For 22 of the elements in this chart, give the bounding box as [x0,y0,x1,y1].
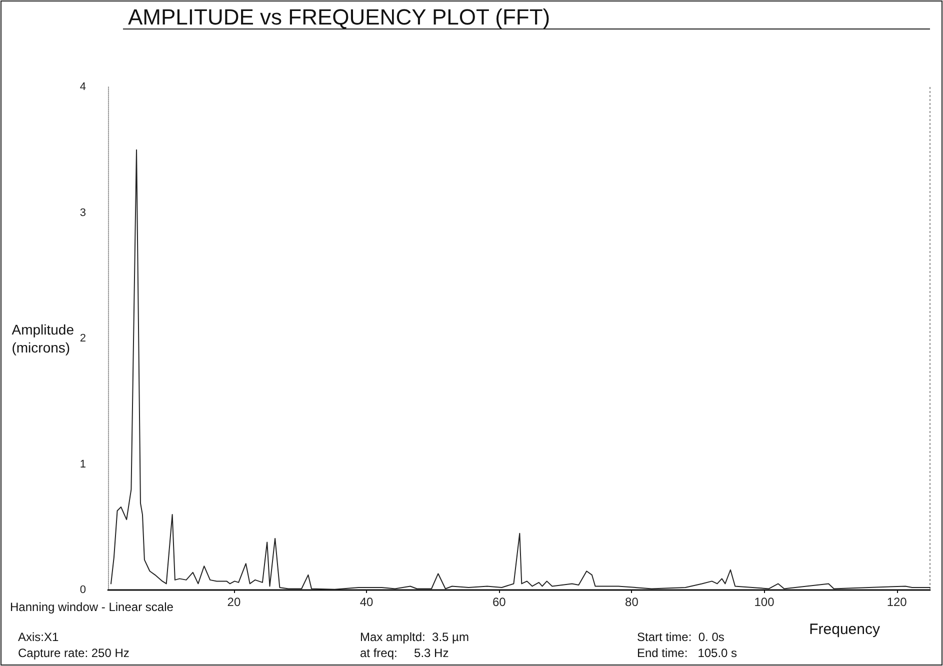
x-tick-label: 20 [227,595,241,609]
y-tick-label: 4 [80,81,86,93]
chart-title: AMPLITUDE vs FREQUENCY PLOT (FFT) [128,4,550,30]
y-tick-label: 0 [80,584,86,596]
line-series [110,149,930,590]
x-axis-title: Frequency [809,621,880,638]
x-tick-label: 40 [360,595,374,609]
text: Start time: 0. 0s [637,630,724,644]
y-tick-label: 1 [80,458,86,470]
y-axis-title: Amplitude (microns) [12,322,74,356]
x-tick-label: 100 [754,595,775,609]
y-tick-label: 3 [80,206,86,219]
x-tick-label: 120 [886,595,908,609]
text: at freq: 5.3 Hz [360,646,449,660]
text: End time: 105.0 s [637,646,738,660]
text: Hanning window - Linear scale [10,600,174,614]
text: Max ampltd: 3.5 µm [360,630,469,644]
x-tick-label: 60 [492,595,506,609]
y-tick-label: 2 [80,332,86,344]
text: Capture rate: 250 Hz [18,646,130,660]
text: Axis:X1 [18,630,60,644]
x-tick-label: 80 [625,595,639,609]
